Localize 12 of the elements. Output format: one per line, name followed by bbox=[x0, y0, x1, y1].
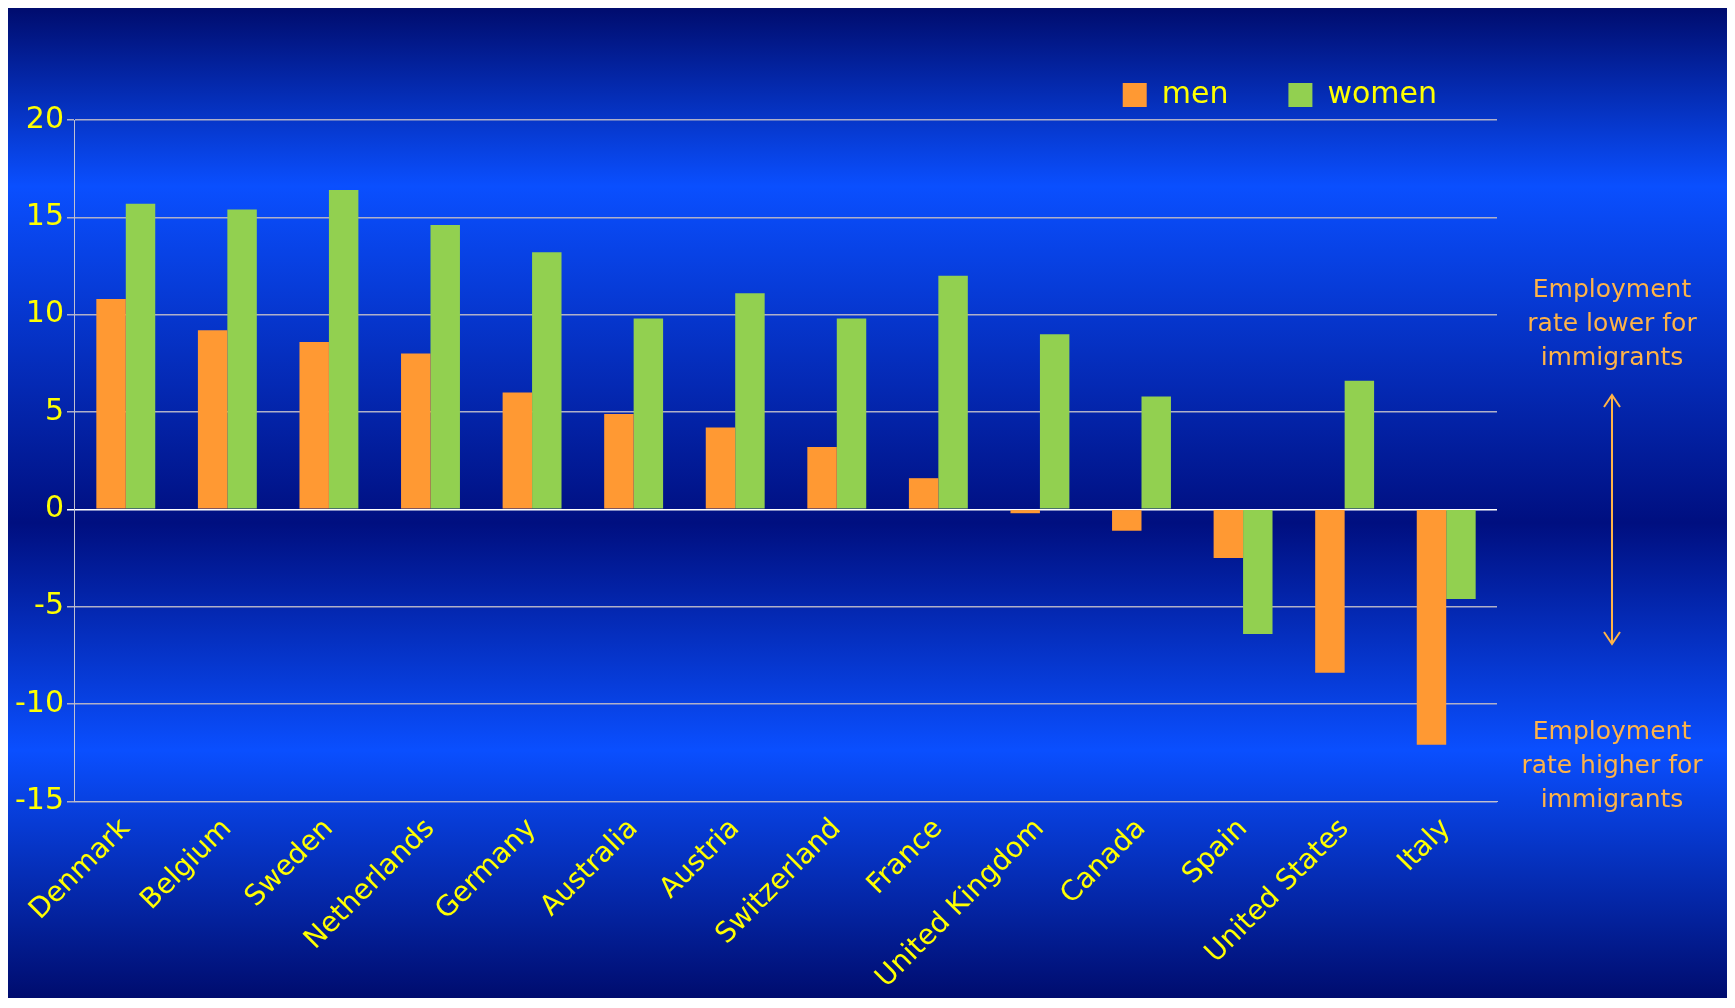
y-tick-label: -15 bbox=[15, 781, 64, 817]
text: Employment rate lower for immigrants bbox=[1526, 273, 1698, 374]
y-tick-label: -5 bbox=[34, 586, 64, 622]
y-tick-label: 15 bbox=[25, 197, 64, 233]
y-tick-label: 20 bbox=[25, 99, 64, 135]
y-tick-label: 5 bbox=[44, 391, 64, 427]
legend-label: women bbox=[1327, 74, 1438, 110]
y-tick-label: 10 bbox=[25, 294, 64, 330]
y-tick-label: 0 bbox=[44, 489, 64, 525]
legend-label: men bbox=[1161, 74, 1229, 110]
y-tick-label: -10 bbox=[15, 683, 64, 719]
text: Employment rate higher for immigrants bbox=[1520, 715, 1704, 815]
